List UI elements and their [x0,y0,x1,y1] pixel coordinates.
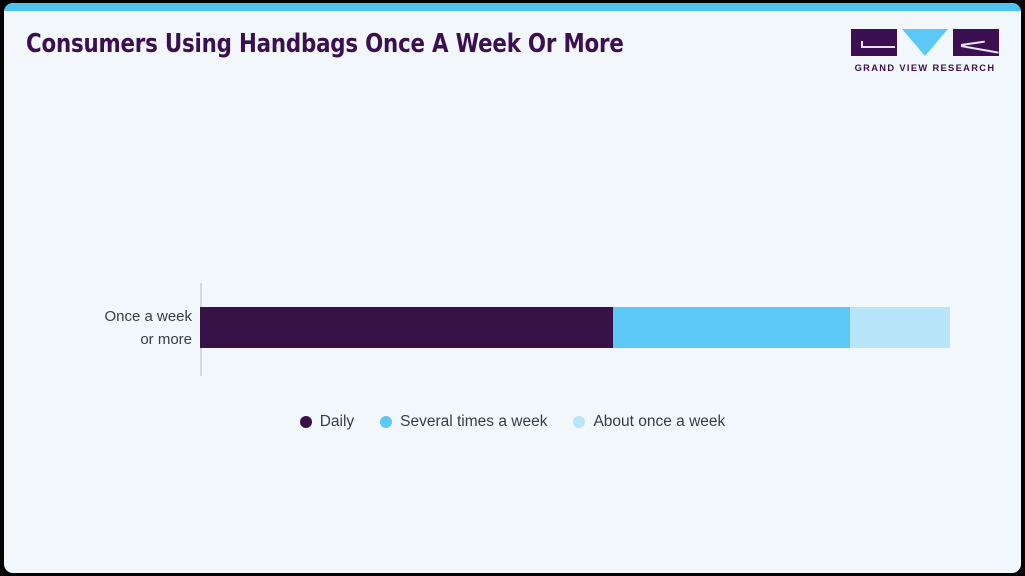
grand-view-research-logo: GRAND VIEW RESEARCH [851,29,999,77]
page-title: Consumers Using Handbags Once A Week Or … [26,29,624,59]
bar-segment-2 [850,307,950,348]
top-accent-bar [4,3,1021,11]
logo-marks [851,29,999,56]
legend-item-0[interactable]: Daily [299,413,355,431]
y-axis-tick-label: Once a week or more [20,305,192,351]
legend-swatch-icon [380,416,393,428]
logo-wordmark: GRAND VIEW RESEARCH [854,63,996,73]
legend-label: Several times a week [400,413,548,430]
legend-item-1[interactable]: Several times a week [380,413,547,431]
chart-plot-area: Once a week or more Daily Several times a… [4,3,1021,573]
legend-item-2[interactable]: About once a week [573,413,725,431]
stacked-bar [200,307,950,348]
chart-legend: Daily Several times a week About once a we… [4,413,1021,431]
logo-block-right-icon [953,29,999,56]
legend-label: Daily [319,413,355,430]
legend-swatch-icon [573,416,586,428]
bar-segment-1 [613,307,851,348]
legend-swatch-icon [299,416,312,428]
bar-segment-0 [200,307,614,348]
logo-triangle-icon [902,29,948,56]
y-axis-tick-label-line1: Once a week [104,308,192,325]
y-axis-tick-label-line2: or more [140,331,192,348]
chart-card: Consumers Using Handbags Once A Week Or … [4,3,1021,573]
logo-block-left-icon [851,29,897,56]
legend-label: About once a week [593,413,726,430]
